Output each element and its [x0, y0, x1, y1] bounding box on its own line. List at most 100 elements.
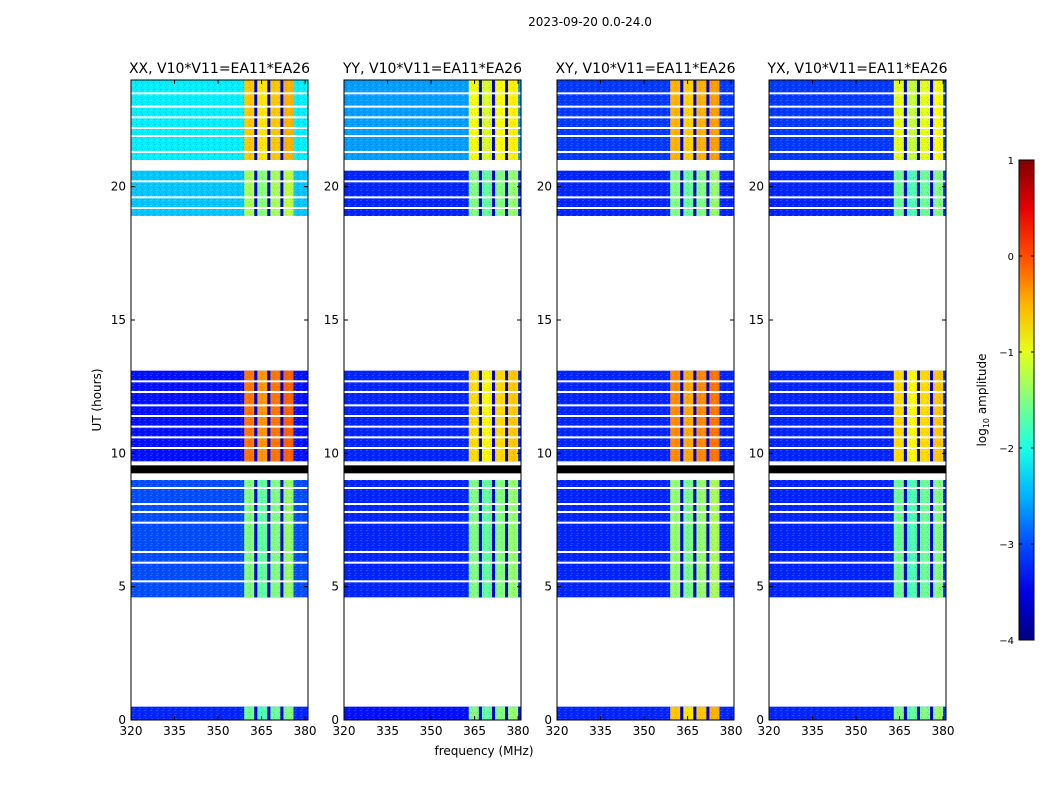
time-gap-line [557, 404, 734, 407]
y-tick-label: 15 [749, 313, 764, 327]
band-gap [680, 170, 684, 216]
time-gap-line [557, 487, 734, 489]
x-tick-label: 320 [546, 724, 569, 738]
x-tick-label: 335 [376, 724, 399, 738]
time-gap-line [344, 511, 521, 513]
band-gap [254, 170, 258, 216]
axes-frame [768, 79, 947, 721]
band-gap [267, 480, 271, 598]
time-gap-line [769, 207, 946, 209]
band-gap [491, 706, 495, 720]
time-gap-line [131, 511, 308, 513]
band-column-noise [709, 170, 720, 216]
band-column-noise [906, 170, 917, 216]
colorbar-tick-label: 0 [1008, 252, 1014, 263]
band-gap [254, 80, 258, 160]
time-gap-line [769, 391, 946, 393]
band-column-noise [893, 706, 904, 720]
panel-0: XX, V10*V11=EA11*EA26 320 335 350 365 380 0 5 10… [111, 61, 317, 738]
band-column-noise [696, 80, 707, 160]
band-gap [491, 80, 495, 160]
flagged-band [769, 465, 946, 474]
band-column-noise [283, 170, 294, 216]
band-column-noise [709, 80, 720, 160]
time-gap-line [557, 380, 734, 383]
y-tick-label: 5 [331, 580, 339, 594]
time-gap-line [131, 391, 308, 393]
y-tick-label: 0 [118, 713, 126, 727]
time-gap-line [769, 580, 946, 583]
band-gap [280, 480, 284, 598]
band-column-noise [893, 480, 904, 598]
band-column-noise [906, 706, 917, 720]
time-gap-line [344, 105, 521, 108]
band-column-noise [494, 480, 506, 598]
band-gap [280, 170, 284, 216]
time-gap-line [557, 447, 734, 449]
time-gap-line [769, 116, 946, 119]
x-tick-label: 350 [207, 724, 230, 738]
band-gap [491, 170, 495, 216]
time-gap-line [131, 561, 308, 564]
time-gap-line [131, 436, 308, 439]
band-gap [916, 80, 920, 160]
y-tick-label: 10 [537, 446, 552, 460]
y-tick-label: 20 [324, 180, 339, 194]
time-gap-line [769, 503, 946, 505]
time-gap-line [344, 135, 521, 137]
time-gap-line [769, 425, 946, 428]
time-gap-line [557, 551, 734, 553]
time-gap-line [131, 551, 308, 553]
time-gap-line [557, 503, 734, 505]
band-column-noise [283, 480, 294, 598]
time-gap-line [769, 380, 946, 383]
time-gap-line [344, 425, 521, 428]
x-tick-label: 335 [801, 724, 824, 738]
band-column-noise [919, 170, 931, 216]
band-column-noise [696, 480, 707, 598]
band-column-noise [257, 80, 268, 160]
colorbar-tick-label: −4 [999, 636, 1014, 647]
band-gap [930, 706, 933, 720]
panel-title: XX, V10*V11=EA11*EA26 [129, 61, 310, 77]
time-gap-line [131, 404, 308, 407]
band-column-noise [932, 170, 944, 216]
x-tick-label: 335 [589, 724, 612, 738]
time-gap-line [769, 415, 946, 417]
band-gap [505, 706, 508, 720]
band-gap [903, 80, 907, 160]
band-gap [706, 480, 710, 598]
band-column-noise [244, 80, 255, 160]
time-gap-line [769, 521, 946, 524]
y-tick-label: 0 [331, 713, 339, 727]
time-gap-line [131, 380, 308, 383]
time-gap-line [344, 561, 521, 564]
time-gap-line [557, 561, 734, 564]
band-column-noise [468, 480, 479, 598]
time-gap-line [769, 436, 946, 439]
figure-suptitle: 2023-09-20 0.0-24.0 [528, 15, 652, 29]
band-column-noise [683, 80, 694, 160]
time-gap-line [131, 503, 308, 505]
band-gap [254, 706, 258, 720]
band-column-noise [670, 480, 681, 598]
x-tick-label: 320 [120, 724, 143, 738]
band-column-noise [270, 706, 281, 720]
band-gap [693, 480, 697, 598]
y-tick-label: 5 [544, 580, 552, 594]
band-gap [505, 80, 508, 160]
time-gap-line [344, 151, 521, 153]
band-column-noise [507, 706, 519, 720]
time-gap-line [131, 580, 308, 583]
band-column-noise [670, 170, 681, 216]
band-column-noise [244, 480, 255, 598]
time-gap-line [557, 436, 734, 439]
panel-title: YX, V10*V11=EA11*EA26 [766, 61, 947, 77]
band-column-noise [670, 706, 681, 720]
y-tick-label: 20 [111, 180, 126, 194]
band-column-noise [494, 80, 506, 160]
band-column-noise [709, 706, 720, 720]
time-gap-line [131, 521, 308, 524]
band-gap [505, 170, 508, 216]
time-gap-line [131, 151, 308, 153]
